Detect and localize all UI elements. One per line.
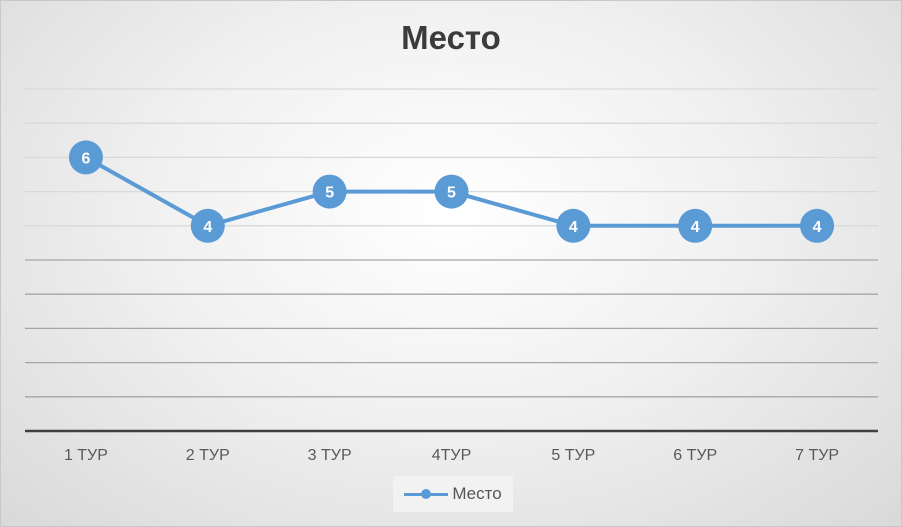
data-label: 4 [203,219,212,236]
chart-title: Место [401,19,501,56]
data-label: 4 [691,219,700,236]
x-tick-label: 3 ТУР [308,447,352,464]
x-tick-label: 1 ТУР [64,447,108,464]
x-tick-label: 2 ТУР [186,447,230,464]
legend-label: Место [452,484,502,503]
data-label: 5 [325,185,334,202]
x-tick-label: 6 ТУР [673,447,717,464]
series-markers: 6 4 5 5 4 4 4 [68,140,835,243]
x-tick-label: 7 ТУР [795,447,839,464]
x-tick-labels: 1 ТУР 2 ТУР 3 ТУР 4ТУР 5 ТУР 6 ТУР 7 ТУР [64,447,839,464]
data-point [312,174,347,209]
legend: Место [393,476,513,512]
legend-line-marker-icon [404,489,449,499]
data-label: 6 [81,150,90,167]
data-label: 4 [569,219,578,236]
data-point [68,140,103,175]
data-point [434,174,469,209]
gridlines [25,88,878,398]
data-label: 4 [813,219,822,236]
data-point [190,208,225,243]
data-point [800,208,835,243]
data-point [556,208,591,243]
x-tick-label: 4ТУР [432,447,472,464]
x-tick-label: 5 ТУР [551,447,595,464]
data-point [678,208,713,243]
data-label: 5 [447,185,456,202]
